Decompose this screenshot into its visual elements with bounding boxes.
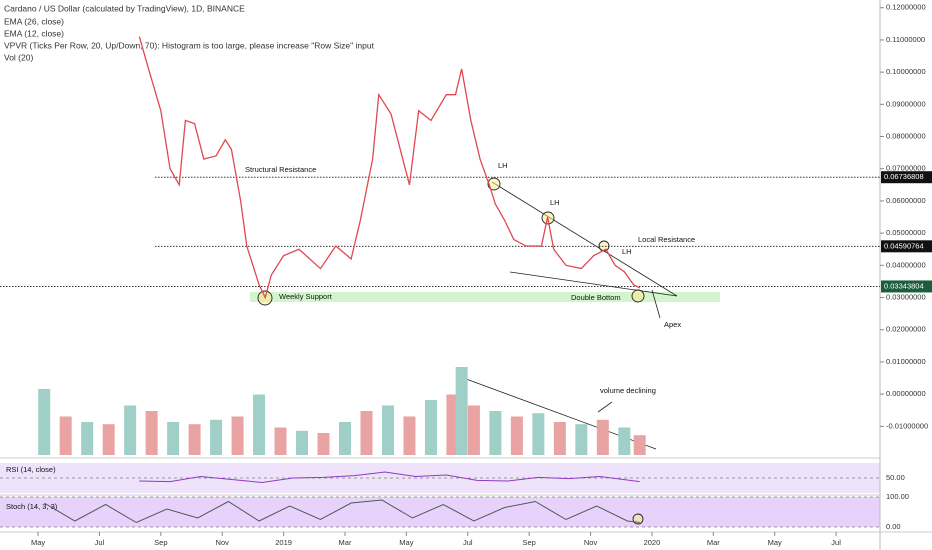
volume-bar bbox=[360, 411, 373, 455]
x-tick-label: Jul bbox=[463, 538, 473, 547]
level-label: 0.04590764 bbox=[884, 241, 924, 250]
x-tick-label: Nov bbox=[584, 538, 598, 547]
x-tick-label: Mar bbox=[339, 538, 352, 547]
volume-bar bbox=[633, 435, 646, 455]
circle bbox=[487, 177, 501, 191]
volume-bar bbox=[510, 416, 523, 455]
y-tick-label: 0.03000000 bbox=[886, 293, 926, 302]
volume-bar bbox=[59, 416, 72, 455]
annotation: Double Bottom bbox=[571, 293, 621, 302]
header: EMA (26, close) bbox=[4, 16, 64, 26]
volume-bar bbox=[145, 411, 158, 455]
x-tick-label: Jul bbox=[831, 538, 841, 547]
volume-bar bbox=[596, 419, 609, 455]
rsi-line bbox=[139, 471, 640, 484]
arrow bbox=[651, 289, 661, 319]
level-tag bbox=[881, 171, 932, 184]
annotation: Local Resistance bbox=[638, 235, 695, 244]
y-tick-label: 0.02000000 bbox=[886, 325, 926, 334]
arrow bbox=[597, 401, 613, 413]
level-label: 0.06736808 bbox=[884, 172, 924, 181]
stoch-pane bbox=[0, 497, 880, 527]
y-tick-label: 0.09000000 bbox=[886, 99, 926, 108]
x-tick-label: Nov bbox=[216, 538, 230, 547]
annotation: LH bbox=[622, 247, 632, 256]
y-tick-label: 50.00 bbox=[886, 473, 905, 482]
x-tick-label: May bbox=[31, 538, 45, 547]
y-tick-label: 100.00 bbox=[886, 492, 909, 501]
volume-bar bbox=[381, 405, 394, 455]
circle bbox=[631, 289, 645, 303]
y-tick-label: 0.12000000 bbox=[886, 3, 926, 12]
pane-label: Stoch (14, 3, 3) bbox=[6, 502, 58, 511]
annotation: LH bbox=[550, 198, 560, 207]
y-tick-label: -0.01000000 bbox=[886, 421, 928, 430]
header: VPVR (Ticks Per Row, 20, Up/Down, 70): H… bbox=[4, 40, 375, 50]
header: Cardano / US Dollar (calculated by Tradi… bbox=[4, 3, 245, 13]
y-tick-label: 0.05000000 bbox=[886, 228, 926, 237]
y-tick-label: 0.06000000 bbox=[886, 196, 926, 205]
volume-bar bbox=[167, 422, 180, 455]
y-tick-label: 0.04000000 bbox=[886, 260, 926, 269]
volume-bar bbox=[424, 400, 437, 455]
x-tick-label: 2020 bbox=[644, 538, 661, 547]
stoch-line bbox=[43, 499, 640, 524]
volume-bar bbox=[403, 416, 416, 455]
support-zone bbox=[250, 292, 720, 302]
volume-bar bbox=[575, 424, 588, 455]
volume-bar bbox=[317, 433, 330, 455]
annotation: volume declining bbox=[600, 386, 656, 395]
x-tick-label: May bbox=[399, 538, 413, 547]
volume-bar bbox=[124, 405, 137, 455]
annotation: LH bbox=[498, 161, 508, 170]
volume-bar bbox=[489, 411, 502, 455]
price-line bbox=[138, 36, 640, 300]
level-tag bbox=[881, 280, 932, 293]
x-tick-label: Jul bbox=[95, 538, 105, 547]
volume-bar bbox=[210, 419, 223, 455]
volume-bar bbox=[38, 389, 51, 455]
y-tick-label: 0.00 bbox=[886, 522, 901, 531]
x-tick-label: 2019 bbox=[275, 538, 292, 547]
y-tick-label: 0.11000000 bbox=[886, 35, 925, 44]
volume-bar bbox=[296, 430, 309, 455]
header: EMA (12, close) bbox=[4, 28, 64, 38]
y-tick-label: 0.01000000 bbox=[886, 357, 926, 366]
volume-bar bbox=[81, 422, 94, 455]
y-tick-label: 0.08000000 bbox=[886, 132, 926, 141]
volume-bar bbox=[455, 367, 468, 455]
pane-label: RSI (14, close) bbox=[6, 465, 56, 474]
volume-bar bbox=[553, 422, 566, 455]
annotation: Structural Resistance bbox=[245, 165, 316, 174]
x-tick-label: May bbox=[768, 538, 782, 547]
volume-bar bbox=[253, 394, 266, 455]
trendline bbox=[509, 271, 678, 297]
volume-bar bbox=[188, 424, 201, 455]
header: Vol (20) bbox=[4, 52, 33, 62]
volume-bar bbox=[274, 427, 287, 455]
volume-bar bbox=[339, 422, 352, 455]
volume-bar bbox=[618, 427, 631, 455]
volume-bar bbox=[231, 416, 244, 455]
y-tick-label: 0.07000000 bbox=[886, 164, 926, 173]
x-tick-label: Sep bbox=[154, 538, 167, 547]
level-label: 0.03343804 bbox=[884, 281, 924, 290]
annotation: Weekly Support bbox=[279, 292, 333, 301]
volume-bar bbox=[532, 413, 545, 455]
x-tick-label: Sep bbox=[522, 538, 535, 547]
level-tag bbox=[881, 240, 932, 253]
volume-bar bbox=[446, 394, 459, 455]
volume-bar bbox=[102, 424, 115, 455]
trendline bbox=[491, 181, 678, 297]
volume-bar bbox=[467, 405, 480, 455]
x-tick-label: Mar bbox=[707, 538, 720, 547]
y-tick-label: 0.00000000 bbox=[886, 389, 926, 398]
y-tick-label: 0.10000000 bbox=[886, 67, 926, 76]
annotation: Apex bbox=[664, 320, 681, 329]
